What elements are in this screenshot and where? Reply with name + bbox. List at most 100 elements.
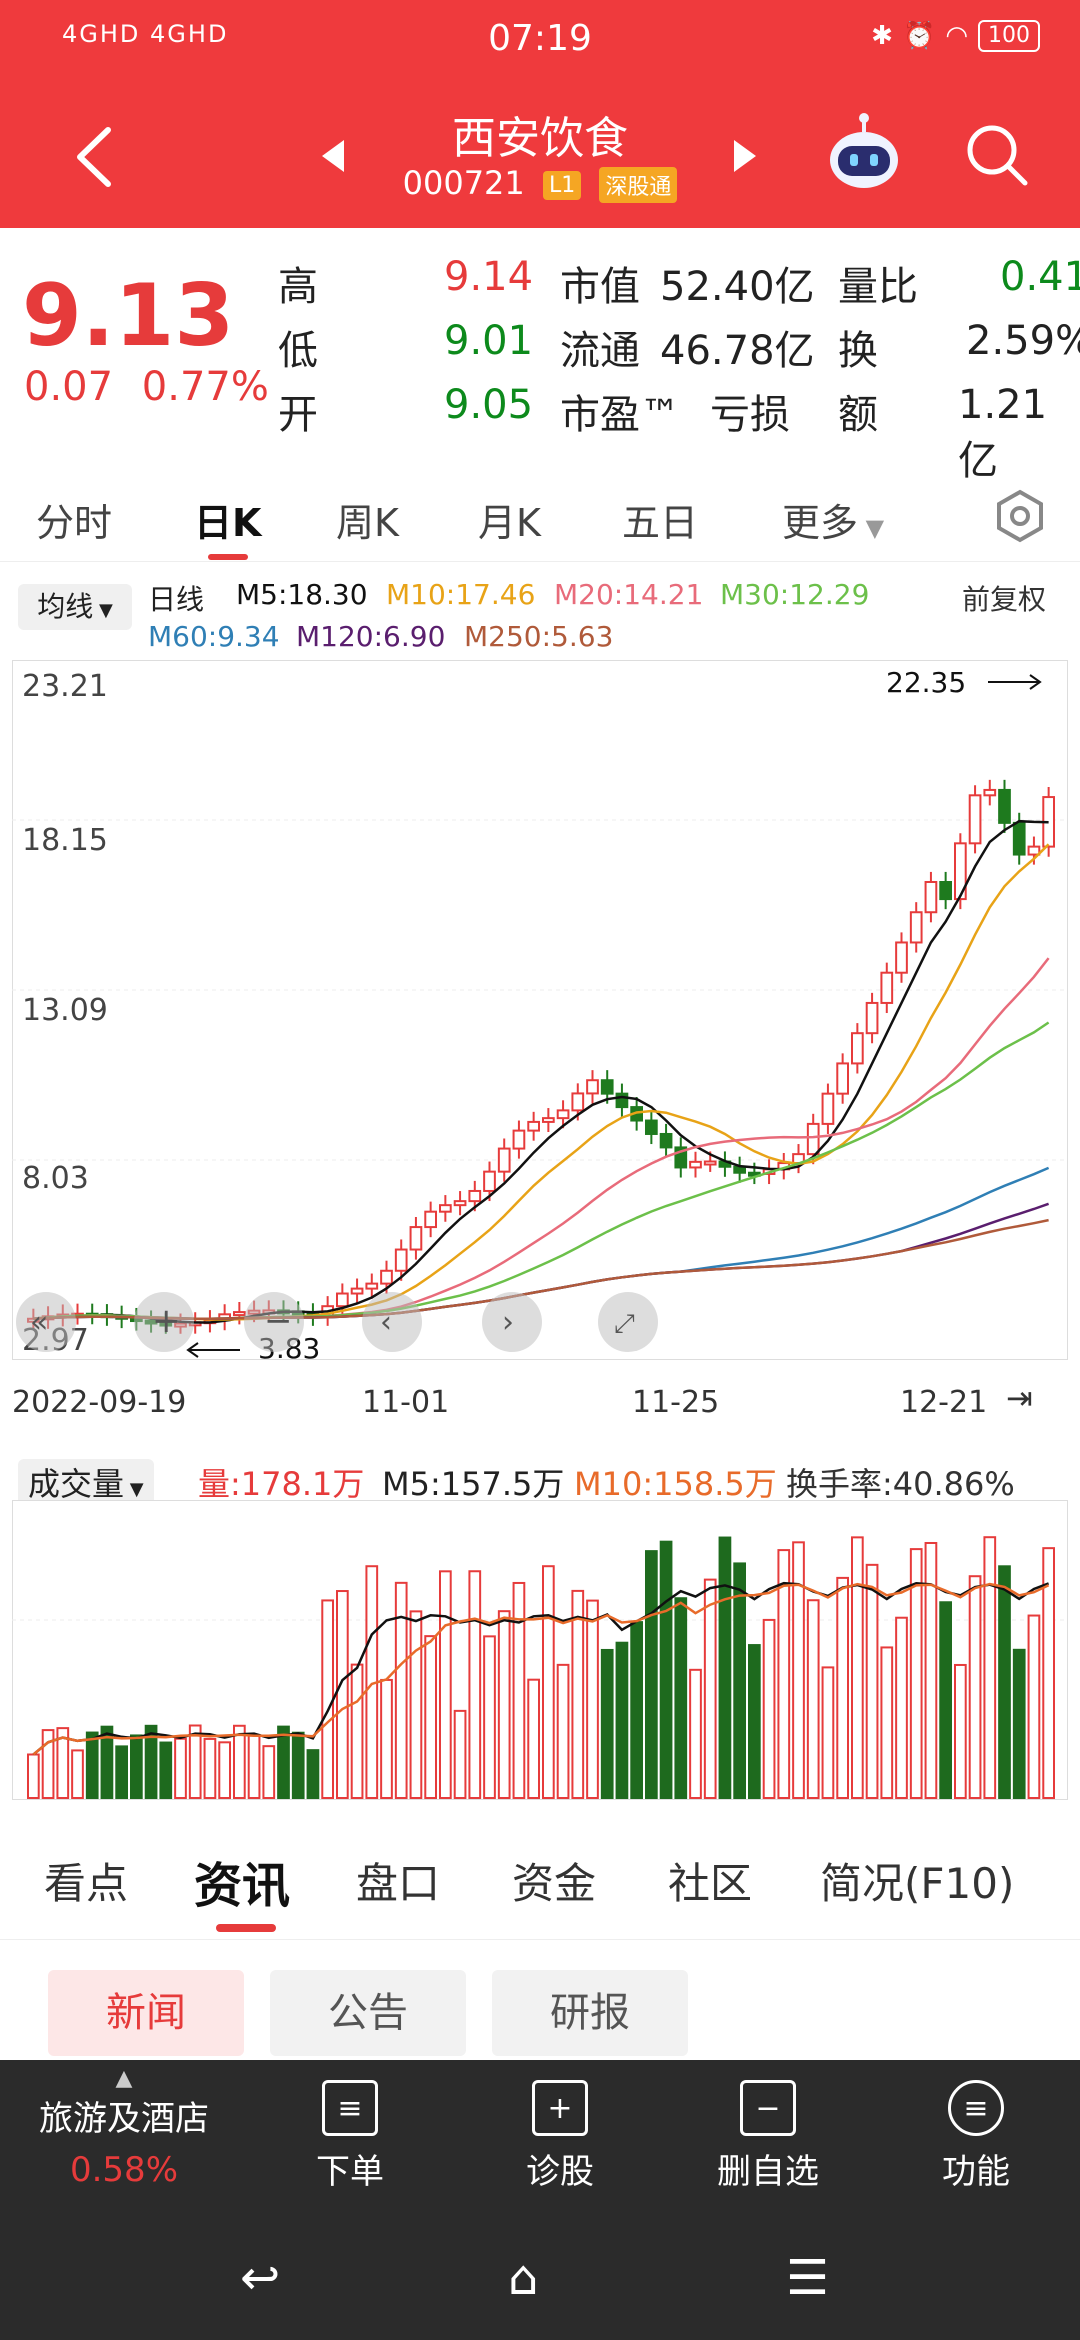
menu-circle-icon: ≡ bbox=[948, 2080, 1004, 2136]
y-label-max: 23.21 bbox=[22, 669, 108, 704]
zoom-out-button[interactable] bbox=[244, 1292, 304, 1352]
ma-m250: M250:5.63 bbox=[464, 620, 614, 653]
fullscreen-button[interactable] bbox=[598, 1292, 658, 1352]
order-button[interactable]: ≡ 下单 bbox=[300, 2080, 400, 2193]
volume-button-label: 成交量 bbox=[28, 1465, 125, 1503]
remove-watchlist-button[interactable]: − 删自选 bbox=[708, 2080, 828, 2193]
tab-monthly-k[interactable]: 月K bbox=[478, 501, 541, 545]
tab-daily-k[interactable]: 日K bbox=[194, 501, 262, 545]
sector-name: 旅游及酒店 bbox=[39, 2099, 209, 2139]
diagnose-button[interactable]: + 诊股 bbox=[510, 2080, 610, 2193]
kline-chart[interactable]: 23.21 18.15 13.09 8.03 2.97 22.35 3.83 «… bbox=[12, 660, 1068, 1360]
volume-indicator-button[interactable]: 成交量 ▼ bbox=[18, 1459, 154, 1505]
chevron-left-icon: ‹ bbox=[380, 1305, 392, 1340]
tab-weekly-k[interactable]: 周K bbox=[336, 501, 399, 545]
ma-m20: M20:14.21 bbox=[554, 578, 704, 611]
double-chevron-left-icon: « bbox=[30, 1305, 48, 1340]
high-value: 9.14 bbox=[444, 254, 534, 300]
diagnose-icon: + bbox=[532, 2080, 588, 2136]
next-stock-icon[interactable] bbox=[730, 136, 760, 176]
sector-change: 0.58% bbox=[69, 2150, 178, 2190]
chevron-down-icon: ▼ bbox=[93, 600, 113, 621]
open-value: 9.05 bbox=[444, 382, 534, 428]
sector-widget[interactable]: ▲ 旅游及酒店 0.58% bbox=[0, 2066, 248, 2190]
subtab-news[interactable]: 新闻 bbox=[48, 1970, 244, 2056]
turnover-label: 换 bbox=[838, 328, 878, 374]
active-tab-indicator bbox=[208, 554, 248, 560]
order-label: 下单 bbox=[316, 2152, 384, 2192]
function-button[interactable]: ≡ 功能 bbox=[926, 2080, 1026, 2193]
stock-code: 000721 bbox=[402, 164, 525, 202]
tab-highlights[interactable]: 看点 bbox=[44, 1859, 129, 1908]
ma-m5: M5:18.30 bbox=[236, 578, 368, 611]
volume-value: 量:178.1万 bbox=[198, 1465, 365, 1503]
ma-button-label: 均线 bbox=[37, 590, 94, 623]
wifi-icon: ◠ bbox=[945, 21, 968, 51]
document-icon: ≡ bbox=[322, 2080, 378, 2136]
tab-order-book[interactable]: 盘口 bbox=[356, 1859, 441, 1908]
ma-period-label: 日线 bbox=[148, 583, 205, 616]
tab-five-day[interactable]: 五日 bbox=[622, 501, 699, 545]
volume-m5: M5:157.5万 bbox=[382, 1465, 565, 1503]
float-value: 46.78亿 bbox=[660, 328, 815, 374]
tab-more[interactable]: 更多 ▼ bbox=[782, 492, 884, 547]
scroll-right-button[interactable] bbox=[482, 1292, 542, 1352]
scroll-left-fast-button[interactable] bbox=[16, 1292, 76, 1352]
high-arrow-head bbox=[1029, 674, 1042, 690]
volume-ma-lines bbox=[32, 1581, 1050, 1756]
x-axis-dates: 2022-09-19 11-01 11-25 12-21 ⇥ bbox=[0, 1379, 1080, 1425]
tab-news-info[interactable]: 资讯 bbox=[194, 1858, 291, 1914]
mktcap-value: 52.40亿 bbox=[660, 264, 815, 310]
title-row: 西安饮食 000721 L1 深股通 bbox=[0, 92, 1080, 222]
amount-value: 1.21亿 bbox=[958, 382, 1048, 484]
low-arrow-head bbox=[186, 1342, 199, 1358]
subtab-announcements[interactable]: 公告 bbox=[270, 1970, 466, 2056]
ma-select-button[interactable]: 均线 ▼ bbox=[18, 584, 132, 630]
subtab-research[interactable]: 研报 bbox=[492, 1970, 688, 2056]
chevron-down-icon: ▼ bbox=[124, 1479, 144, 1500]
status-icons: ✱ ⏰ ◠ 100 bbox=[871, 20, 1040, 52]
pe-value: 亏损 bbox=[710, 392, 790, 438]
volume-chart[interactable] bbox=[12, 1500, 1068, 1800]
robot-icon[interactable] bbox=[824, 112, 904, 196]
stock-subtitle: 000721 L1 深股通 bbox=[0, 164, 1080, 203]
search-icon[interactable] bbox=[962, 120, 1032, 190]
home-nav-icon[interactable]: ⌂ bbox=[508, 2250, 539, 2306]
jump-latest-icon[interactable]: ⇥ bbox=[1006, 1379, 1033, 1417]
chevron-down-icon: ▼ bbox=[858, 514, 885, 542]
system-nav-bar: ↩ ⌂ ☰ bbox=[0, 2220, 1080, 2340]
chart-frame bbox=[12, 660, 1068, 1360]
amount-label: 额 bbox=[838, 392, 878, 438]
period-tabs: 分时 日K 周K 月K 五日 更多 ▼ bbox=[0, 462, 1080, 562]
prev-stock-icon[interactable] bbox=[318, 136, 348, 176]
scroll-left-button[interactable] bbox=[362, 1292, 422, 1352]
back-nav-icon[interactable]: ↩ bbox=[240, 2250, 281, 2306]
ma-m120: M120:6.90 bbox=[296, 620, 446, 653]
settings-icon[interactable] bbox=[992, 488, 1048, 544]
ma-lines bbox=[33, 819, 1050, 1324]
zoom-in-button[interactable] bbox=[134, 1292, 194, 1352]
header: 4GHD 4GHD 07:19 ✱ ⏰ ◠ 100 西安饮食 000721 L1… bbox=[0, 0, 1080, 228]
volume-legend: 成交量 ▼ 量:178.1万 M5:157.5万 M10:158.5万 换手率:… bbox=[0, 1455, 1080, 1505]
tab-more-label: 更多 bbox=[782, 501, 859, 545]
turnover-rate: 换手率:40.86% bbox=[786, 1465, 1015, 1503]
tab-capital[interactable]: 资金 bbox=[512, 1859, 597, 1908]
back-icon[interactable] bbox=[70, 122, 120, 192]
current-price: 9.13 bbox=[22, 266, 235, 366]
network-indicator: 4GHD 4GHD bbox=[62, 20, 229, 48]
open-label: 开 bbox=[278, 392, 318, 438]
turnover-rate-label: 换手率:40.86% bbox=[786, 1459, 1015, 1505]
alarm-icon: ⏰ bbox=[902, 21, 936, 51]
turnover-value: 2.59% bbox=[966, 318, 1080, 364]
tab-community[interactable]: 社区 bbox=[668, 1859, 753, 1908]
tab-profile-f10[interactable]: 简况(F10) bbox=[820, 1859, 1015, 1908]
low-value: 9.01 bbox=[444, 318, 534, 364]
bottom-toolbar: ▲ 旅游及酒店 0.58% ≡ 下单 + 诊股 − 删自选 ≡ 功能 bbox=[0, 2060, 1080, 2220]
content-tabs: 看点 资讯 盘口 资金 社区 简况(F10) bbox=[0, 1820, 1080, 1940]
plus-icon: + bbox=[152, 1301, 181, 1341]
tab-intraday[interactable]: 分时 bbox=[36, 501, 113, 545]
menu-nav-icon[interactable]: ☰ bbox=[786, 2250, 830, 2306]
ma-m30: M30:12.29 bbox=[720, 578, 870, 611]
chart-controls: « + − ‹ › ⤢ bbox=[16, 1292, 658, 1352]
adjust-mode[interactable]: 前复权 bbox=[962, 583, 1047, 616]
